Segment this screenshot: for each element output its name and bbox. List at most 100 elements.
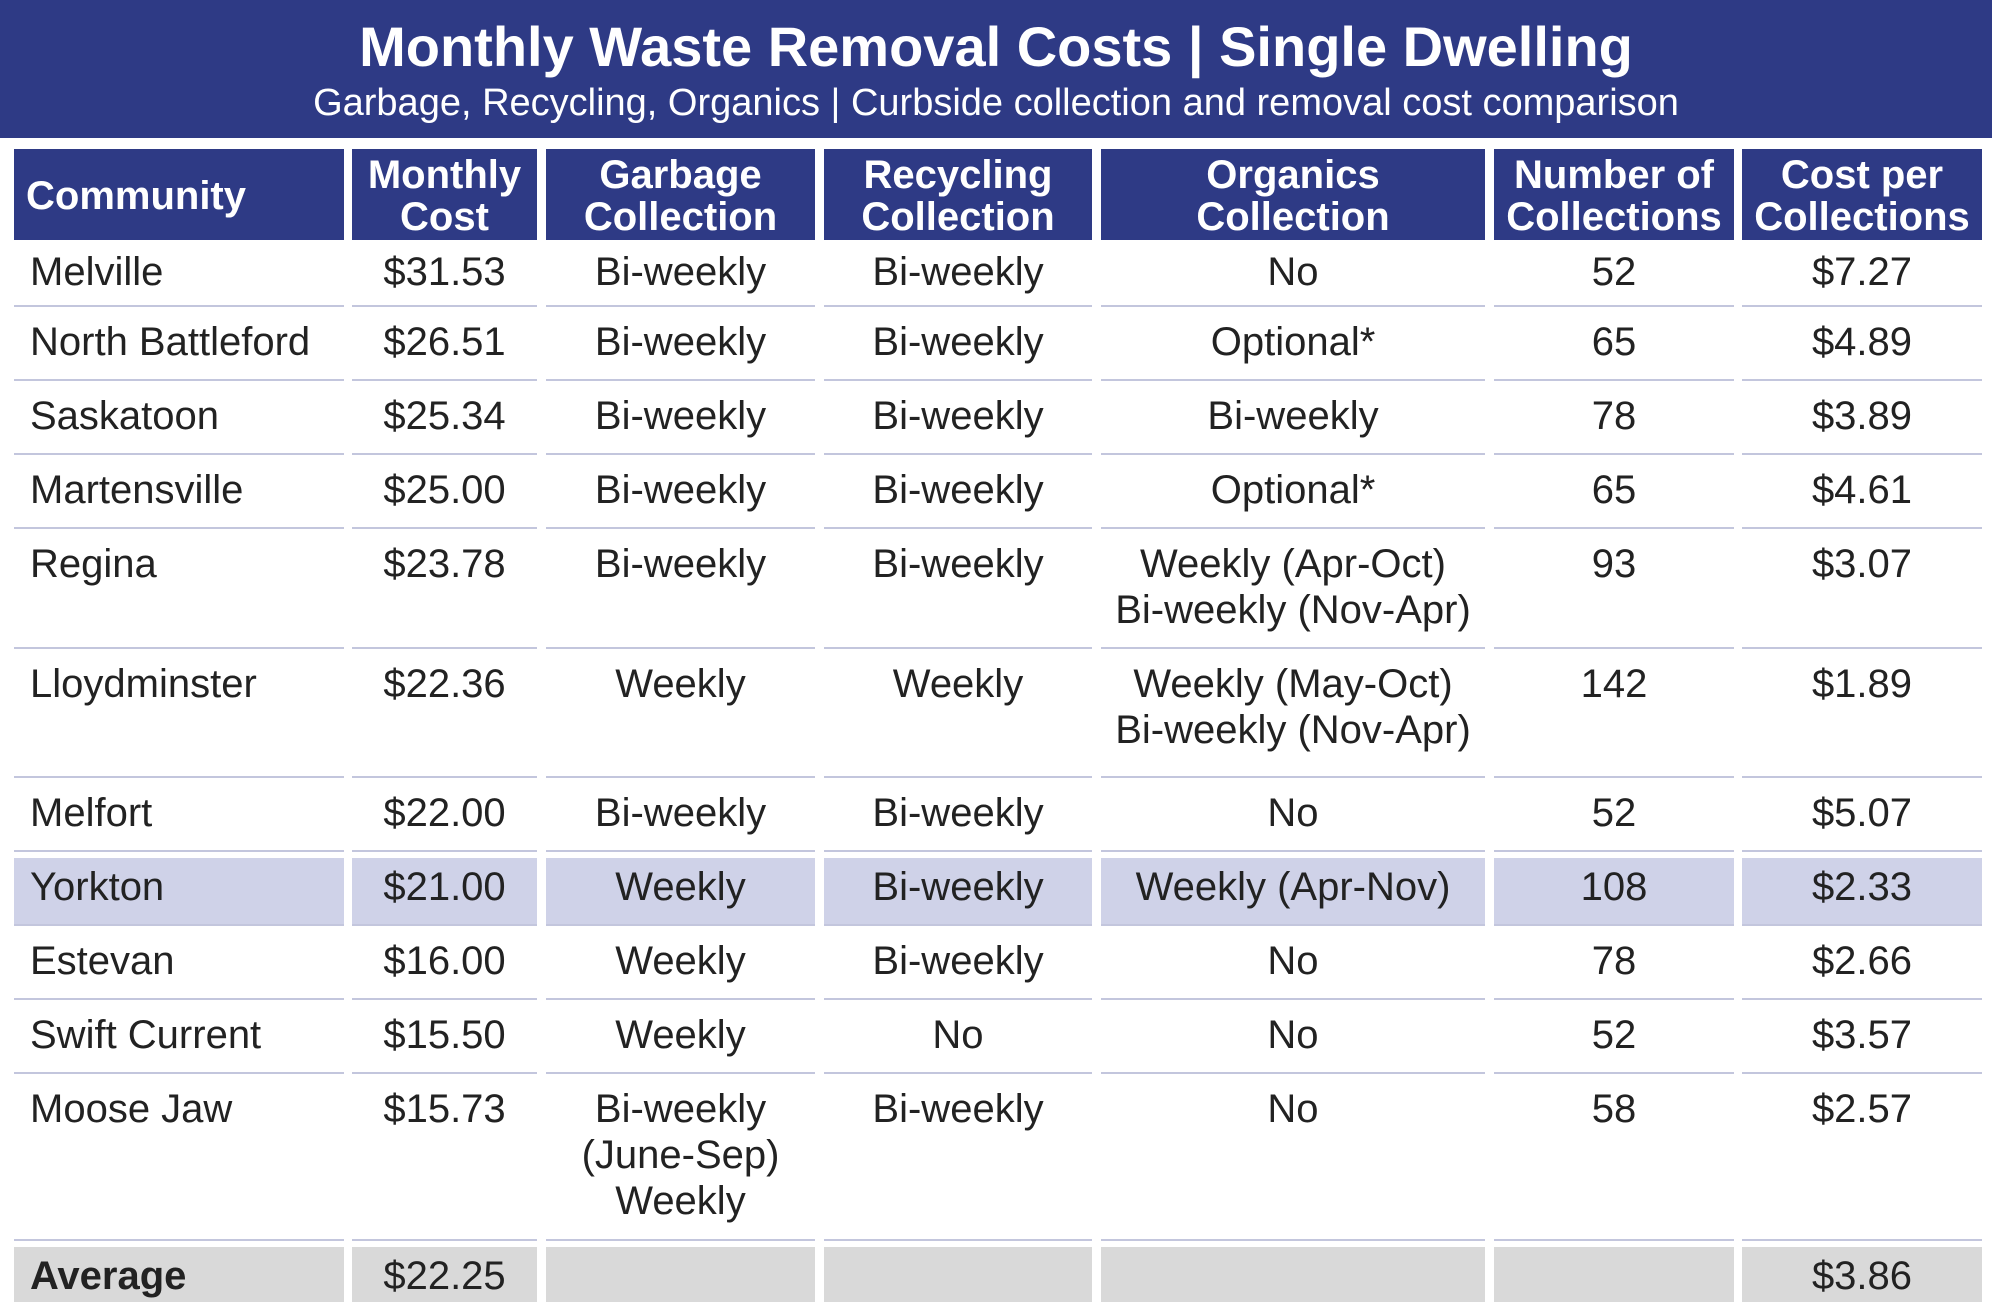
- cell-community-text: North Battleford: [30, 320, 311, 364]
- cell-community-text: Estevan: [30, 939, 175, 983]
- cell-organics-text: No: [1267, 791, 1319, 835]
- cell-community-text: Martensville: [30, 468, 244, 512]
- cell-community: Lloydminster: [14, 655, 344, 778]
- cell-organics-text: Optional*: [1210, 320, 1376, 364]
- cell-garbage-text: Bi-weekly: [594, 250, 767, 294]
- cell-recycling: Bi-weekly: [824, 1080, 1092, 1241]
- cell-organics: [1101, 1247, 1485, 1302]
- cell-organics-text: Weekly (May-Oct): [1133, 662, 1453, 706]
- cell-garbage: Bi-weekly: [546, 387, 815, 455]
- cell-monthly-cost-text: $26.51: [383, 320, 506, 364]
- cell-recycling-text: Bi-weekly: [872, 320, 1044, 364]
- cell-cost-per-collection-text: $4.61: [1811, 468, 1913, 512]
- cell-garbage: Weekly: [546, 1006, 815, 1074]
- cell-organics: Weekly (Apr-Oct) Bi-weekly (Nov-Apr): [1101, 535, 1485, 649]
- cell-cost-per-collection-text: $5.07: [1811, 791, 1913, 835]
- cell-community: Estevan: [14, 932, 344, 1000]
- cell-monthly-cost: $31.53: [352, 243, 537, 307]
- cell-organics: Optional*: [1101, 313, 1485, 381]
- cell-garbage-text: Weekly: [615, 1179, 746, 1223]
- cell-monthly-cost-text: $16.00: [383, 939, 506, 983]
- cell-garbage-text: Bi-weekly: [594, 1087, 767, 1131]
- cell-num-collections: 142: [1494, 655, 1734, 778]
- cell-garbage-text: Weekly: [615, 1013, 746, 1057]
- chart-subtitle: Garbage, Recycling, Organics | Curbside …: [313, 82, 1679, 124]
- cell-cost-per-collection: $2.66: [1742, 932, 1982, 1000]
- cell-organics-text: Optional*: [1210, 468, 1376, 512]
- cell-community: Melfort: [14, 784, 344, 852]
- cell-cost-per-collection: $3.89: [1742, 387, 1982, 455]
- cell-num-collections: 52: [1494, 1006, 1734, 1074]
- cell-cost-per-collection: $5.07: [1742, 784, 1982, 852]
- header-monthly-cost-text: Cost: [400, 194, 489, 239]
- cell-garbage-text: (June-Sep): [581, 1133, 780, 1177]
- cell-cost-per-collection-text: $7.27: [1811, 250, 1913, 294]
- cell-organics-text: Bi-weekly: [1207, 394, 1379, 438]
- cell-recycling-text: Bi-weekly: [872, 865, 1044, 909]
- cell-cost-per-collection-text: $1.89: [1811, 662, 1913, 706]
- cell-cost-per-collection-text: $2.33: [1811, 865, 1913, 909]
- cell-garbage-text: Bi-weekly: [594, 542, 767, 586]
- cell-organics-text: Weekly (Apr-Oct): [1140, 542, 1446, 586]
- title-banner: Monthly Waste Removal Costs | Single Dwe…: [0, 0, 1992, 138]
- cell-num-collections-text: 108: [1580, 865, 1648, 909]
- cell-cost-per-collection: $3.07: [1742, 535, 1982, 649]
- cell-organics: No: [1101, 1006, 1485, 1074]
- header-community-text: Community: [26, 173, 246, 218]
- cell-cost-per-collection: $2.57: [1742, 1080, 1982, 1241]
- cell-community-text: Regina: [30, 542, 157, 586]
- cell-recycling-text: No: [932, 1013, 984, 1057]
- cell-organics: No: [1101, 932, 1485, 1000]
- cell-recycling: No: [824, 1006, 1092, 1074]
- cell-organics-text: No: [1267, 250, 1319, 294]
- header-num-collections-text: Collections: [1506, 194, 1722, 239]
- cell-community: Melville: [14, 243, 344, 307]
- cell-num-collections: [1494, 1247, 1734, 1302]
- header-garbage-text: Collection: [583, 194, 778, 239]
- cell-recycling-text: Bi-weekly: [872, 791, 1044, 835]
- cell-recycling-text: Bi-weekly: [872, 250, 1044, 294]
- cell-recycling: [824, 1247, 1092, 1302]
- cell-organics: Weekly (Apr-Nov): [1101, 858, 1485, 926]
- cell-monthly-cost: $25.00: [352, 461, 537, 529]
- cell-community-text: Lloydminster: [30, 662, 257, 706]
- header-monthly-cost: Monthly Cost: [352, 149, 537, 240]
- cell-monthly-cost-text: $15.50: [383, 1013, 506, 1057]
- cell-monthly-cost-text: $31.53: [383, 250, 506, 294]
- header-recycling-text: Collection: [861, 194, 1055, 239]
- header-organics-text: Collection: [1196, 194, 1390, 239]
- cell-garbage: Bi-weekly: [546, 461, 815, 529]
- header-num-collections: Number of Collections: [1494, 149, 1734, 240]
- cell-garbage: [546, 1247, 815, 1302]
- cell-recycling: Bi-weekly: [824, 313, 1092, 381]
- cell-cost-per-collection: $1.89: [1742, 655, 1982, 778]
- cell-recycling: Bi-weekly: [824, 784, 1092, 852]
- cell-garbage-text: Bi-weekly: [594, 468, 767, 512]
- cell-monthly-cost-text: $25.34: [383, 394, 506, 438]
- cell-community: Martensville: [14, 461, 344, 529]
- chart-title: Monthly Waste Removal Costs | Single Dwe…: [359, 15, 1633, 78]
- header-cost-per-collection: Cost per Collections: [1742, 149, 1982, 240]
- cell-garbage-text: Bi-weekly: [594, 791, 767, 835]
- cell-monthly-cost: $15.50: [352, 1006, 537, 1074]
- cell-garbage: Weekly: [546, 858, 815, 926]
- cell-garbage: Bi-weekly (June-Sep) Weekly: [546, 1080, 815, 1241]
- cell-community-text: Saskatoon: [30, 394, 220, 438]
- cell-community: Regina: [14, 535, 344, 649]
- cell-garbage: Bi-weekly: [546, 313, 815, 381]
- cell-monthly-cost: $15.73: [352, 1080, 537, 1241]
- cell-cost-per-collection-text: $4.89: [1811, 320, 1913, 364]
- cell-community: Moose Jaw: [14, 1080, 344, 1241]
- cell-num-collections-text: 52: [1591, 791, 1637, 835]
- cell-num-collections: 52: [1494, 243, 1734, 307]
- cell-monthly-cost-text: $21.00: [383, 865, 506, 909]
- cell-cost-per-collection: $3.57: [1742, 1006, 1982, 1074]
- cell-garbage-text: Weekly: [615, 939, 746, 983]
- cell-recycling: Bi-weekly: [824, 243, 1092, 307]
- cell-num-collections: 93: [1494, 535, 1734, 649]
- cell-garbage-text: Weekly: [615, 865, 746, 909]
- cell-num-collections: 65: [1494, 461, 1734, 529]
- cell-recycling-text: Weekly: [892, 662, 1024, 706]
- header-num-collections-text: Number of: [1514, 152, 1714, 197]
- cell-recycling-text: Bi-weekly: [872, 1087, 1044, 1131]
